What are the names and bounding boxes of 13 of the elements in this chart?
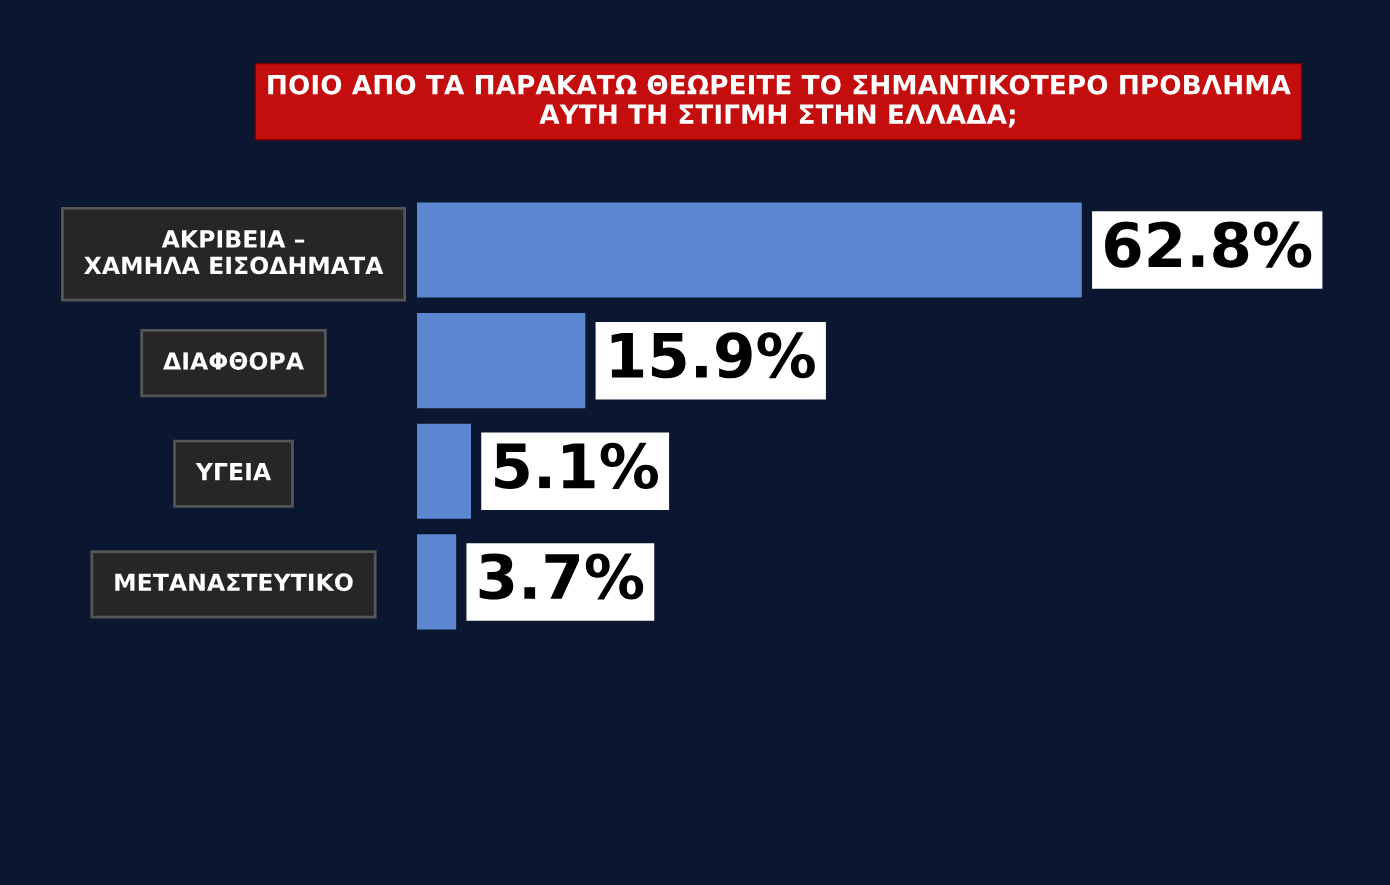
bar [417,534,457,630]
bar [417,423,471,519]
chart-title: ΠΟΙΟ ΑΠΟ ΤΑ ΠΑΡΑΚΑΤΩ ΘΕΩΡΕΙΤΕ ΤΟ ΣΗΜΑΝΤΙΚΟΤΕΡΟ ΠΡΟΒΛΗΜΑ ΑΥΤΗ ΤΗ ΣΤΙΓΜΗ ΣΤΗΝ ΕΛΛΑΔΑ; [268,74,1291,128]
bar [417,313,586,409]
data-label: 3.7% [479,553,644,600]
data-label: 5.1% [495,442,658,489]
y-tick-label: ΥΓΕΙΑ [195,463,272,481]
bar [417,202,1082,298]
data-label: 15.9% [611,332,815,379]
y-tick-label: ΑΚΡΙΒΕΙΑ – ΧΑΜΗΛΑ ΕΙΣΟΔΗΜΑΤΑ [84,230,384,275]
y-tick-label: ΔΙΑΦΘΟΡΑ [163,352,304,370]
y-tick-label: ΜΕΤΑΝΑΣΤΕΥΤΙΚΟ [115,573,353,592]
data-label: 62.8% [1105,221,1312,268]
